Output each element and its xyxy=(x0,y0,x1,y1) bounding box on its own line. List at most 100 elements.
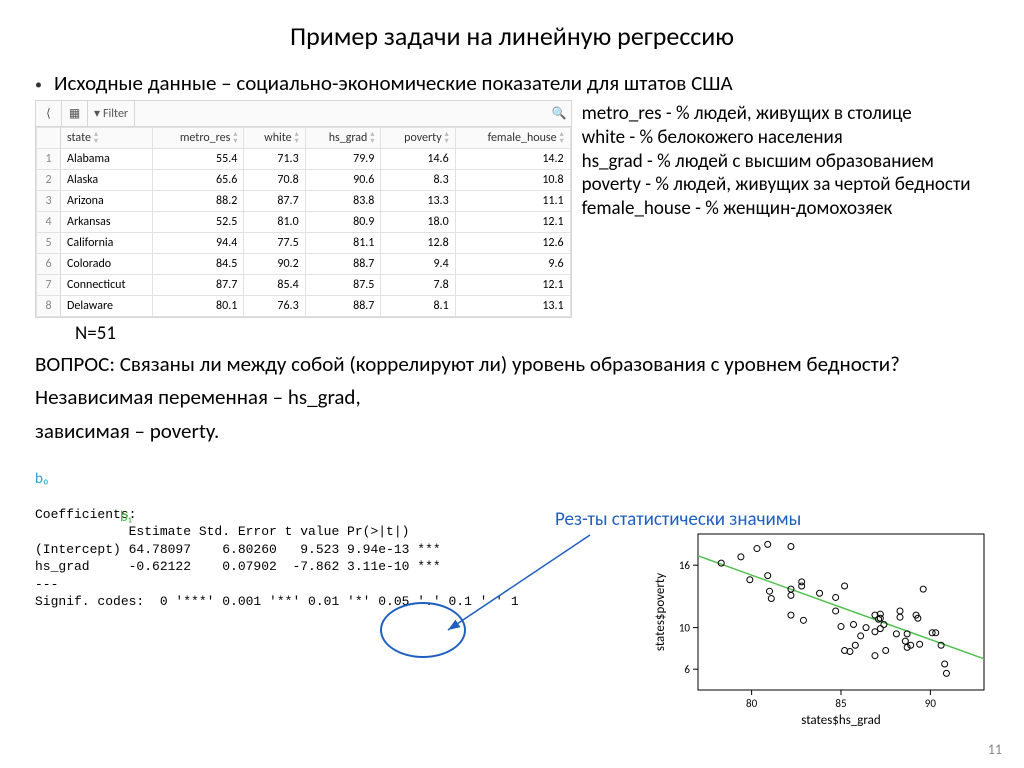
n-count: N=51 xyxy=(75,322,572,345)
grid-icon[interactable]: ▦ xyxy=(62,101,88,127)
indep-var-text: Независимая переменная – hs_grad, xyxy=(35,384,989,411)
table-header[interactable]: female_house▴▾ xyxy=(455,128,570,149)
table-cell: 76.3 xyxy=(244,296,305,317)
slide-number: 11 xyxy=(988,741,1002,758)
table-cell: 7.8 xyxy=(381,275,455,296)
table-cell: Delaware xyxy=(61,296,153,317)
variable-legend: metro_res - % людей, живущих в столице w… xyxy=(582,100,989,345)
svg-text:85: 85 xyxy=(835,697,846,710)
table-cell: Colorado xyxy=(61,254,153,275)
table-cell: 9.4 xyxy=(381,254,455,275)
table-cell: 83.8 xyxy=(305,191,381,212)
legend-metro: metro_res - % людей, живущих в столице xyxy=(582,102,989,126)
table-header[interactable] xyxy=(37,128,61,149)
table-cell: 3 xyxy=(37,191,61,212)
bullet-dot-icon: • xyxy=(35,76,42,93)
table-cell: 14.2 xyxy=(455,149,570,170)
table-cell: 77.5 xyxy=(244,233,305,254)
table-row[interactable]: 2Alaska65.670.890.68.310.8 xyxy=(37,170,571,191)
table-cell: 8.3 xyxy=(381,170,455,191)
coef-signif: Signif. codes: 0 '***' 0.001 '**' 0.01 '… xyxy=(35,594,519,609)
table-cell: 80.9 xyxy=(305,212,381,233)
question-text: ВОПРОС: Связаны ли между собой (коррелир… xyxy=(35,351,989,378)
scatter-chart: 80859061016states$hs_gradstates$poverty xyxy=(650,528,990,728)
svg-text:90: 90 xyxy=(925,697,937,710)
table-cell: Alabama xyxy=(61,149,153,170)
table-cell: California xyxy=(61,233,153,254)
table-cell: 5 xyxy=(37,233,61,254)
table-cell: 10.8 xyxy=(455,170,570,191)
table-cell: 88.7 xyxy=(305,296,381,317)
coef-dash: --- xyxy=(35,577,58,592)
table-toolbar: ⟨ ▦ ▾ Filter 🔍 xyxy=(36,101,571,127)
table-header[interactable]: hs_grad▴▾ xyxy=(305,128,381,149)
coef-row-hsgrad: hs_grad -0.62122 0.07902 -7.862 3.11e-10… xyxy=(35,559,441,574)
table-header[interactable]: poverty▴▾ xyxy=(381,128,455,149)
table-row[interactable]: 4Arkansas52.581.080.918.012.1 xyxy=(37,212,571,233)
table-cell: 55.4 xyxy=(153,149,244,170)
table-cell: 87.7 xyxy=(153,275,244,296)
bullet-text: Исходные данные – социально-экономически… xyxy=(54,70,733,96)
table-cell: 80.1 xyxy=(153,296,244,317)
table-row[interactable]: 7Connecticut87.785.487.57.812.1 xyxy=(37,275,571,296)
table-row[interactable]: 8Delaware80.176.388.78.113.1 xyxy=(37,296,571,317)
table-cell: 2 xyxy=(37,170,61,191)
back-icon[interactable]: ⟨ xyxy=(36,101,62,127)
table-cell: 12.1 xyxy=(455,275,570,296)
table-cell: 81.0 xyxy=(244,212,305,233)
table-cell: 88.7 xyxy=(305,254,381,275)
table-row[interactable]: 5California94.477.581.112.812.6 xyxy=(37,233,571,254)
slide-title: Пример задачи на линейную регрессию xyxy=(35,20,989,52)
table-cell: 87.5 xyxy=(305,275,381,296)
table-cell: 85.4 xyxy=(244,275,305,296)
table-cell: 70.8 xyxy=(244,170,305,191)
table-cell: 12.8 xyxy=(381,233,455,254)
legend-white: white - % белокожего населения xyxy=(582,126,989,150)
table-row[interactable]: 3Arizona88.287.783.813.311.1 xyxy=(37,191,571,212)
table-row[interactable]: 6Colorado84.590.288.79.49.6 xyxy=(37,254,571,275)
legend-hsgrad: hs_grad - % людей с высшим образованием xyxy=(582,150,989,174)
states-table: state▴▾metro_res▴▾white▴▾hs_grad▴▾povert… xyxy=(36,127,571,317)
data-table-wrap: ⟨ ▦ ▾ Filter 🔍 state▴▾metro_res▴▾white▴▾… xyxy=(35,100,572,318)
table-cell: Alaska xyxy=(61,170,153,191)
table-header[interactable]: white▴▾ xyxy=(244,128,305,149)
table-cell: 65.6 xyxy=(153,170,244,191)
svg-text:16: 16 xyxy=(679,559,691,572)
table-cell: 79.9 xyxy=(305,149,381,170)
table-cell: Arkansas xyxy=(61,212,153,233)
table-cell: 4 xyxy=(37,212,61,233)
table-cell: 14.6 xyxy=(381,149,455,170)
table-cell: 94.4 xyxy=(153,233,244,254)
b1-label: b₁ xyxy=(120,507,132,527)
bullet-row: • Исходные данные – социально-экономичес… xyxy=(35,70,989,96)
table-header[interactable]: metro_res▴▾ xyxy=(153,128,244,149)
table-cell: 13.3 xyxy=(381,191,455,212)
table-cell: 90.2 xyxy=(244,254,305,275)
table-cell: 12.1 xyxy=(455,212,570,233)
table-cell: 8 xyxy=(37,296,61,317)
table-cell: 88.2 xyxy=(153,191,244,212)
svg-text:80: 80 xyxy=(746,697,758,710)
svg-text:10: 10 xyxy=(679,622,691,635)
table-cell: 18.0 xyxy=(381,212,455,233)
svg-text:6: 6 xyxy=(684,663,690,676)
legend-female: female_house - % женщин-домохозяек xyxy=(582,197,989,221)
table-header[interactable]: state▴▾ xyxy=(61,128,153,149)
search-icon[interactable]: 🔍 xyxy=(552,106,567,121)
funnel-icon: ▾ xyxy=(94,106,100,121)
table-row[interactable]: 1Alabama55.471.379.914.614.2 xyxy=(37,149,571,170)
table-cell: Connecticut xyxy=(61,275,153,296)
table-cell: 11.1 xyxy=(455,191,570,212)
coef-cols: Estimate Std. Error t value Pr(>|t|) xyxy=(35,524,409,539)
table-cell: 1 xyxy=(37,149,61,170)
table-cell: 12.6 xyxy=(455,233,570,254)
svg-text:states$poverty: states$poverty xyxy=(653,573,668,651)
coef-row-intercept: (Intercept) 64.78097 6.80260 9.523 9.94e… xyxy=(35,542,441,557)
filter-button[interactable]: ▾ Filter xyxy=(88,101,135,126)
table-cell: 71.3 xyxy=(244,149,305,170)
b0-label: b₀ xyxy=(35,469,49,489)
legend-poverty: poverty - % людей, живущих за чертой бед… xyxy=(582,173,989,197)
table-cell: 90.6 xyxy=(305,170,381,191)
table-cell: Arizona xyxy=(61,191,153,212)
table-cell: 81.1 xyxy=(305,233,381,254)
